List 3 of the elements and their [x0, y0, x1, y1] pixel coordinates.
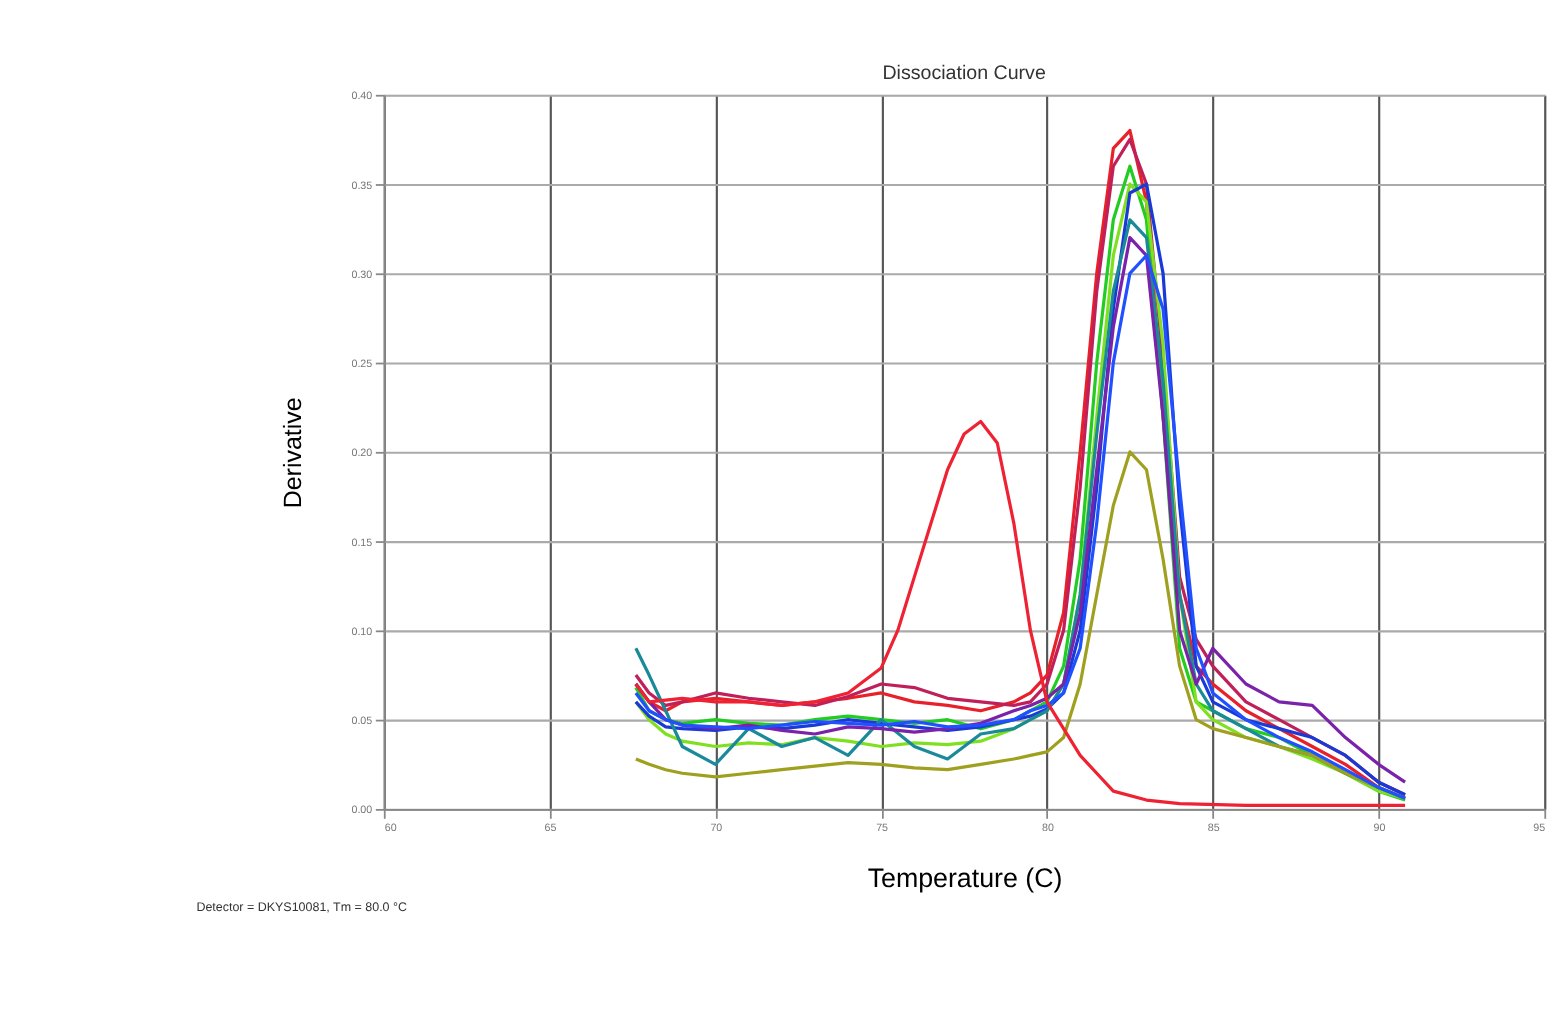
x-axis-title: Temperature (C)	[867, 862, 1063, 893]
chart-title: Dissociation Curve	[882, 62, 1047, 85]
y-axis-title: Derivative	[279, 397, 308, 509]
